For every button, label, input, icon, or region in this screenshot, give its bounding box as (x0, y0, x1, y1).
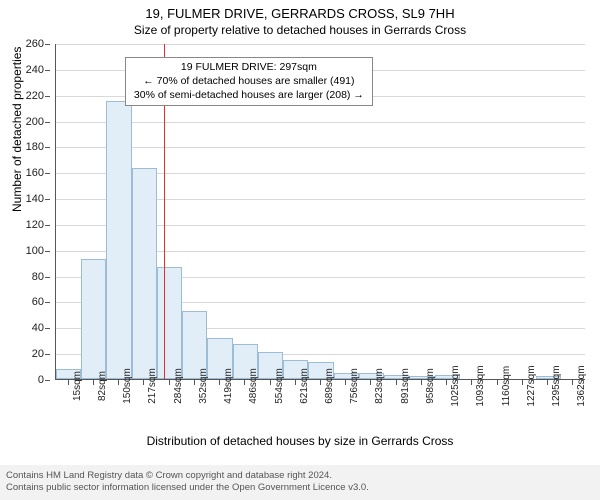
y-tick-mark (45, 380, 50, 381)
x-tick-mark (370, 380, 371, 385)
x-tick-mark (320, 380, 321, 385)
x-tick-mark (68, 380, 69, 385)
x-tick-mark (118, 380, 119, 385)
x-tick-label: 891sqm (400, 368, 411, 404)
y-tick-mark (45, 277, 50, 278)
x-tick-mark (547, 380, 548, 385)
y-tick-label: 180 (26, 141, 44, 153)
footer-attribution: Contains HM Land Registry data © Crown c… (0, 465, 600, 500)
x-tick-label: 486sqm (248, 368, 259, 404)
y-tick-mark (45, 147, 50, 148)
annotation-line: 19 FULMER DRIVE: 297sqm (134, 61, 364, 75)
footer-line: Contains HM Land Registry data © Crown c… (6, 470, 594, 482)
histogram-bar (106, 101, 131, 379)
histogram-bar (157, 267, 182, 379)
y-tick-label: 0 (38, 374, 44, 386)
chart-area: 19 FULMER DRIVE: 297sqm← 70% of detached… (55, 44, 585, 380)
x-tick-label: 15sqm (72, 371, 83, 401)
y-tick-label: 200 (26, 116, 44, 128)
histogram-bar (132, 168, 157, 379)
page-title: 19, FULMER DRIVE, GERRARDS CROSS, SL9 7H… (0, 0, 600, 21)
plot-area: 19 FULMER DRIVE: 297sqm← 70% of detached… (55, 44, 585, 380)
x-tick-label: 689sqm (324, 368, 335, 404)
y-tick-label: 120 (26, 219, 44, 231)
x-tick-label: 419sqm (223, 368, 234, 404)
annotation-line: 30% of semi-detached houses are larger (… (134, 89, 364, 103)
y-tick-mark (45, 199, 50, 200)
y-tick-label: 220 (26, 90, 44, 102)
y-tick-mark (45, 96, 50, 97)
y-tick-mark (45, 173, 50, 174)
gridline (56, 122, 585, 123)
x-tick-label: 284sqm (173, 368, 184, 404)
y-tick-label: 60 (32, 296, 44, 308)
x-tick-label: 150sqm (122, 368, 133, 404)
footer-line: Contains public sector information licen… (6, 482, 594, 494)
y-tick-mark (45, 328, 50, 329)
x-tick-mark (396, 380, 397, 385)
y-tick-mark (45, 122, 50, 123)
x-tick-label: 823sqm (374, 368, 385, 404)
x-tick-label: 621sqm (299, 368, 310, 404)
x-tick-label: 82sqm (97, 371, 108, 401)
x-tick-label: 1362sqm (576, 365, 587, 406)
y-tick-label: 260 (26, 38, 44, 50)
y-axis-ticks: 020406080100120140160180200220240260 (0, 44, 50, 380)
y-tick-label: 80 (32, 271, 44, 283)
x-tick-label: 1093sqm (475, 365, 486, 406)
y-tick-label: 40 (32, 322, 44, 334)
x-tick-mark (219, 380, 220, 385)
y-tick-label: 100 (26, 245, 44, 257)
x-tick-mark (421, 380, 422, 385)
x-tick-mark (471, 380, 472, 385)
x-tick-mark (497, 380, 498, 385)
x-tick-label: 1295sqm (551, 365, 562, 406)
y-tick-mark (45, 302, 50, 303)
gridline (56, 147, 585, 148)
x-tick-mark (522, 380, 523, 385)
x-tick-mark (572, 380, 573, 385)
x-tick-mark (244, 380, 245, 385)
y-tick-mark (45, 225, 50, 226)
x-tick-label: 1227sqm (526, 365, 537, 406)
annotation-line: ← 70% of detached houses are smaller (49… (134, 75, 364, 89)
x-tick-mark (143, 380, 144, 385)
x-tick-mark (93, 380, 94, 385)
x-tick-mark (446, 380, 447, 385)
x-tick-label: 217sqm (147, 368, 158, 404)
y-tick-label: 20 (32, 348, 44, 360)
x-tick-label: 1025sqm (450, 365, 461, 406)
x-tick-label: 958sqm (425, 368, 436, 404)
page-subtitle: Size of property relative to detached ho… (0, 21, 600, 37)
y-tick-mark (45, 251, 50, 252)
x-tick-mark (345, 380, 346, 385)
x-axis-ticks: 15sqm82sqm150sqm217sqm284sqm352sqm419sqm… (55, 380, 585, 440)
x-tick-mark (194, 380, 195, 385)
x-tick-label: 1160sqm (501, 366, 512, 406)
x-tick-label: 554sqm (274, 368, 285, 404)
chart-container: 19, FULMER DRIVE, GERRARDS CROSS, SL9 7H… (0, 0, 600, 500)
y-tick-label: 240 (26, 64, 44, 76)
x-tick-mark (295, 380, 296, 385)
gridline (56, 44, 585, 45)
x-tick-label: 756sqm (349, 368, 360, 404)
annotation-box: 19 FULMER DRIVE: 297sqm← 70% of detached… (125, 57, 373, 106)
histogram-bar (81, 259, 106, 379)
x-axis-label: Distribution of detached houses by size … (0, 434, 600, 448)
y-tick-label: 160 (26, 167, 44, 179)
y-tick-mark (45, 354, 50, 355)
y-tick-mark (45, 70, 50, 71)
x-tick-mark (169, 380, 170, 385)
x-tick-mark (270, 380, 271, 385)
x-tick-label: 352sqm (198, 368, 209, 404)
y-tick-label: 140 (26, 193, 44, 205)
y-tick-mark (45, 44, 50, 45)
